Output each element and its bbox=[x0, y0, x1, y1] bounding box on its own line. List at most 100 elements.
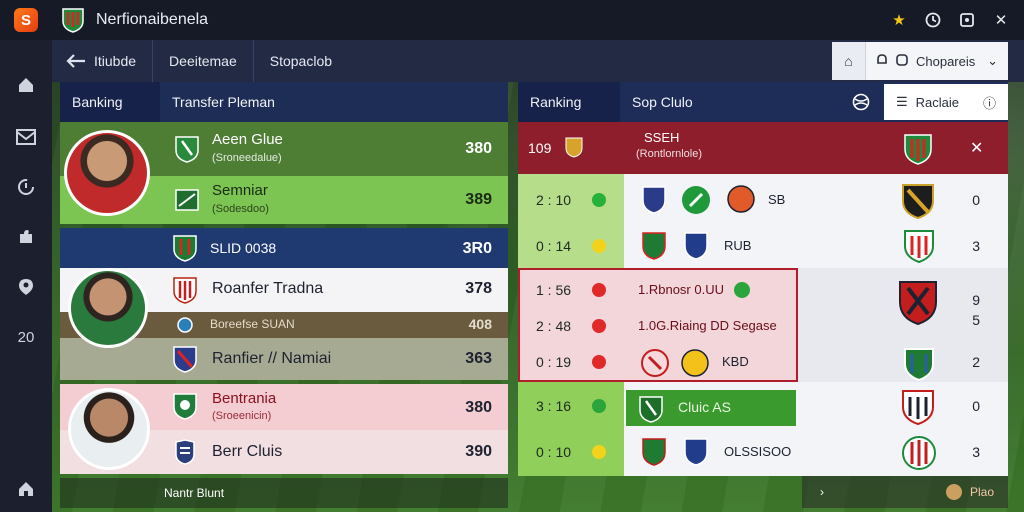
player-score: 389 bbox=[465, 191, 492, 208]
match-time: 2 : 10 bbox=[536, 192, 572, 208]
chevron-down-icon: ⌄ bbox=[987, 53, 998, 68]
status-dot bbox=[592, 445, 606, 459]
coin-icon bbox=[945, 484, 962, 500]
twenty-icon[interactable]: 20 bbox=[17, 328, 35, 346]
match-count: 0 bbox=[972, 398, 980, 414]
player-avatar bbox=[68, 268, 148, 348]
status-dot bbox=[592, 193, 606, 207]
match-row[interactable]: 0 : 19 KBD 2 bbox=[518, 344, 1008, 382]
player-score: 380 bbox=[465, 140, 492, 157]
match-time: 0 : 14 bbox=[536, 238, 572, 254]
featured-sub: (Rontlornlole) bbox=[636, 148, 703, 160]
mail-icon[interactable] bbox=[13, 124, 39, 150]
filter-label: Raclaie bbox=[915, 94, 960, 110]
status-dot bbox=[592, 399, 606, 413]
match-count: 9 bbox=[972, 292, 980, 308]
star-icon[interactable]: ★ bbox=[892, 12, 906, 29]
match-text: 1.0G.Riaing DD Segase bbox=[638, 318, 777, 333]
pin-icon[interactable]: ⌂ bbox=[832, 42, 866, 80]
club-crest-icon bbox=[727, 185, 755, 213]
right-footer: › Plao bbox=[802, 476, 1008, 508]
refresh-icon[interactable] bbox=[13, 174, 39, 200]
back-arrow-icon[interactable] bbox=[66, 48, 92, 74]
left-panel-header: Banking Transfer Pleman bbox=[60, 82, 508, 122]
match-row[interactable]: 2 : 48 1.0G.Riaing DD Segase 5 bbox=[518, 308, 1008, 344]
puzzle-icon[interactable] bbox=[13, 224, 39, 250]
player-score: 363 bbox=[465, 350, 492, 367]
player-avatar bbox=[64, 130, 150, 216]
filter-button[interactable]: ☰ Raclaie ⓘ bbox=[884, 84, 1008, 120]
player-name: SLID 0038 bbox=[210, 240, 277, 256]
player-sub: (Sroneedalue) bbox=[212, 152, 282, 164]
featured-match-row[interactable]: 109 SSEH (Rontlornlole) ✕ bbox=[518, 122, 1008, 174]
match-row[interactable]: 0 : 14 RUB 3 bbox=[518, 224, 1008, 268]
player-sub: (Sodesdoo) bbox=[212, 203, 269, 215]
match-text: RUB bbox=[724, 238, 752, 253]
player-name: Semniar bbox=[212, 182, 268, 199]
tab-top-clubs[interactable]: Sop Clulo bbox=[632, 94, 693, 110]
nav-tab-3[interactable]: Stopaclob bbox=[269, 53, 333, 69]
player-name: Aeen Glue bbox=[212, 131, 283, 148]
club-crest-icon bbox=[173, 277, 197, 304]
location-icon[interactable] bbox=[13, 274, 39, 300]
close-icon[interactable]: ✕ bbox=[994, 12, 1008, 29]
globe-icon[interactable] bbox=[852, 93, 870, 111]
club-crest-icon bbox=[642, 232, 666, 260]
player-sub: (Sroeenicin) bbox=[212, 410, 272, 422]
featured-number: 109 bbox=[528, 140, 552, 156]
club-ranking-panel: Ranking Sop Clulo ☰ Raclaie ⓘ 109 SSEH (… bbox=[518, 82, 1008, 476]
club-crest-icon bbox=[175, 189, 199, 211]
close-icon[interactable]: ✕ bbox=[970, 140, 984, 157]
nav-tab-2[interactable]: Deeitemae bbox=[153, 40, 254, 82]
tab-banking[interactable]: Banking bbox=[60, 82, 160, 122]
window-icon[interactable] bbox=[958, 11, 976, 29]
match-count: 3 bbox=[972, 238, 980, 254]
list-item[interactable]: Ranfier // Namiai 363 bbox=[60, 338, 508, 380]
match-count: 0 bbox=[972, 192, 980, 208]
club-crest-icon bbox=[175, 136, 199, 163]
player-score: 408 bbox=[468, 316, 492, 332]
bell-icon bbox=[876, 53, 888, 70]
tab-ranking[interactable]: Ranking bbox=[518, 82, 620, 122]
club-crest-icon bbox=[902, 436, 936, 470]
time-column-lower bbox=[518, 382, 624, 476]
home-bottom-icon[interactable] bbox=[13, 476, 39, 502]
footer-label[interactable]: Plao bbox=[969, 485, 994, 499]
match-count: 2 bbox=[972, 354, 980, 370]
player-name: Roanfer Tradna bbox=[212, 280, 324, 297]
player-name: Boreefse SUAN bbox=[210, 317, 295, 331]
match-time: 3 : 16 bbox=[536, 398, 572, 414]
home-icon[interactable] bbox=[13, 72, 39, 98]
match-row[interactable]: 0 : 10 OLSSISOO 3 bbox=[518, 430, 1008, 474]
player-score: 390 bbox=[465, 443, 492, 460]
club-crest-icon bbox=[173, 346, 197, 373]
club-crest-icon bbox=[904, 348, 934, 382]
match-row[interactable]: 1 : 56 1.Rbnosr 0.UU 9 bbox=[518, 272, 1008, 326]
ball-icon bbox=[177, 317, 193, 333]
club-crest-icon bbox=[902, 184, 934, 220]
club-crest-icon bbox=[641, 349, 669, 377]
info-icon: ⓘ bbox=[982, 95, 996, 111]
highlighted-club[interactable]: Cluic AS bbox=[626, 390, 796, 426]
match-time: 1 : 56 bbox=[536, 282, 572, 298]
club-dropdown[interactable]: Chopareis ⌄ bbox=[866, 42, 1008, 80]
match-text: 1.Rbnosr 0.UU bbox=[638, 282, 724, 297]
tab-transfer[interactable]: Transfer Pleman bbox=[172, 94, 275, 110]
chevron-right-icon[interactable]: › bbox=[820, 485, 824, 499]
club-crest-icon bbox=[684, 232, 708, 260]
player-name: Ranfier // Namiai bbox=[212, 350, 332, 367]
featured-title: SSEH bbox=[644, 130, 680, 145]
player-name: Berr Cluis bbox=[212, 443, 283, 460]
nav-tab-1[interactable]: Itiubde bbox=[92, 40, 154, 82]
match-text: OLSSISOO bbox=[724, 444, 792, 459]
club-crest-icon bbox=[904, 134, 932, 165]
club-crest-icon bbox=[62, 8, 84, 33]
match-row[interactable]: 2 : 10 SB 0 bbox=[518, 178, 1008, 222]
status-dot bbox=[734, 282, 750, 298]
club-crest-icon bbox=[684, 438, 708, 466]
clock-icon[interactable] bbox=[924, 11, 942, 29]
list-item[interactable]: SLID 0038 3R0 bbox=[60, 228, 508, 268]
match-row[interactable]: 3 : 16 Cluic AS 0 bbox=[518, 386, 1008, 428]
club-crest-icon bbox=[173, 235, 197, 262]
app-logo-icon: S bbox=[14, 8, 38, 32]
